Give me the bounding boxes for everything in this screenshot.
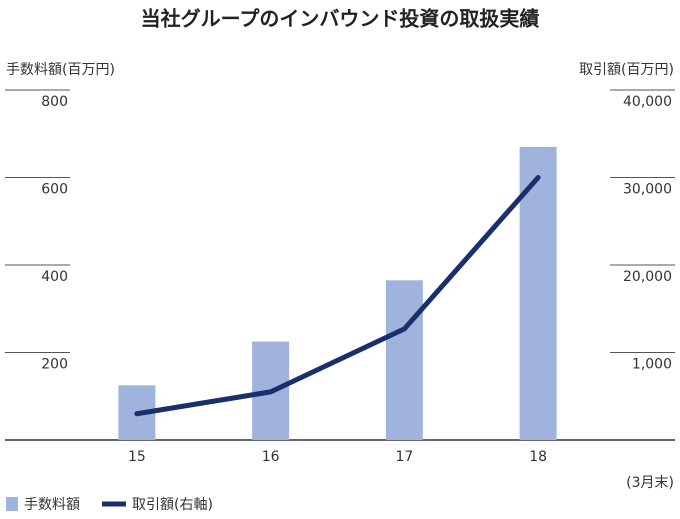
y2-tick-label: 20,000: [623, 269, 672, 285]
legend-label: 取引額(右軸): [132, 497, 213, 513]
x-tick-label: 17: [395, 449, 413, 465]
y2-tick-label: 30,000: [623, 182, 672, 198]
bar: [519, 146, 557, 440]
x-tick-label: 18: [529, 449, 547, 465]
y2-tick-label: 1,000: [632, 357, 672, 373]
y-tick-label: 400: [41, 269, 68, 285]
note: (3月末): [626, 475, 674, 491]
y-axis-label: 手数料額(百万円): [6, 62, 115, 78]
chart-title: 当社グループのインバウンド投資の取扱実績: [141, 7, 540, 31]
y-tick-label: 600: [41, 182, 68, 198]
bar: [385, 280, 423, 440]
y-tick-label: 200: [41, 357, 68, 373]
y2-tick-label: 40,000: [623, 94, 672, 110]
legend-swatch: [6, 497, 18, 511]
x-tick-label: 15: [128, 449, 146, 465]
y2-axis-label: 取引額(百万円): [579, 62, 674, 78]
y-tick-label: 800: [41, 94, 68, 110]
x-tick-label: 16: [262, 449, 280, 465]
line: [134, 175, 541, 417]
legend-label: 手数料額: [24, 497, 80, 513]
